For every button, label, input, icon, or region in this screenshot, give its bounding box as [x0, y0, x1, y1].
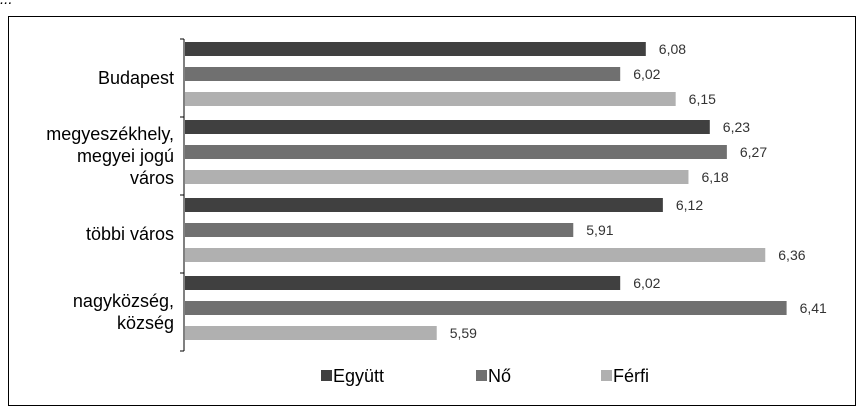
- legend-swatch-ferfi: [601, 370, 612, 381]
- bar-no-4: [185, 301, 787, 315]
- data-label: 6,36: [778, 247, 805, 263]
- bar-chart: 6,08 6,02 6,15 6,23 6,27 6,18 6,12 5,91 6,36 6,02…: [46, 38, 827, 386]
- legend-label-no: Nő: [488, 366, 511, 386]
- legend-label-ferfi: Férfi: [613, 366, 649, 386]
- data-label: 6,02: [633, 275, 660, 291]
- category-label: Budapest: [98, 68, 174, 88]
- bar-ferfi-2: [185, 170, 689, 184]
- bar-ferfi-4: [185, 326, 437, 340]
- bar-egyutt-4: [185, 276, 621, 290]
- category-label: többi város: [86, 224, 174, 244]
- bar-egyutt-3: [185, 198, 663, 212]
- data-label: 6,23: [723, 119, 750, 135]
- data-label: 5,91: [586, 222, 613, 238]
- data-label: 6,02: [633, 66, 660, 82]
- bar-no-3: [185, 223, 574, 237]
- bar-no-2: [185, 145, 727, 159]
- legend-swatch-egyutt: [321, 370, 332, 381]
- data-label: 6,41: [800, 300, 827, 316]
- caption-text: ...: [0, 0, 13, 8]
- data-label: 6,12: [676, 197, 703, 213]
- bar-no-1: [185, 67, 621, 81]
- category-label: megyeszékhely, megyei jogú város: [46, 124, 174, 188]
- bars-group: 6,08 6,02 6,15 6,23 6,27 6,18 6,12 5,91 6,36 6,02…: [185, 41, 827, 341]
- data-label: 6,27: [740, 144, 767, 160]
- category-label: nagyközség, község: [73, 291, 174, 333]
- bar-ferfi-1: [185, 92, 676, 106]
- category-axis: [180, 38, 185, 352]
- legend: Együtt Nő Férfi: [321, 366, 649, 386]
- category-labels: Budapest megyeszékhely, megyei jogú város tö…: [46, 68, 174, 333]
- bar-ferfi-3: [185, 248, 766, 262]
- bar-egyutt-2: [185, 120, 710, 134]
- data-label: 6,18: [701, 169, 728, 185]
- data-label: 5,59: [450, 325, 477, 341]
- bar-egyutt-1: [185, 42, 646, 56]
- data-label: 6,15: [689, 91, 716, 107]
- chart-area: 6,08 6,02 6,15 6,23 6,27 6,18 6,12 5,91 6,36 6,02…: [8, 16, 856, 406]
- legend-swatch-no: [476, 370, 487, 381]
- legend-label-egyutt: Együtt: [333, 366, 384, 386]
- data-label: 6,08: [659, 41, 686, 57]
